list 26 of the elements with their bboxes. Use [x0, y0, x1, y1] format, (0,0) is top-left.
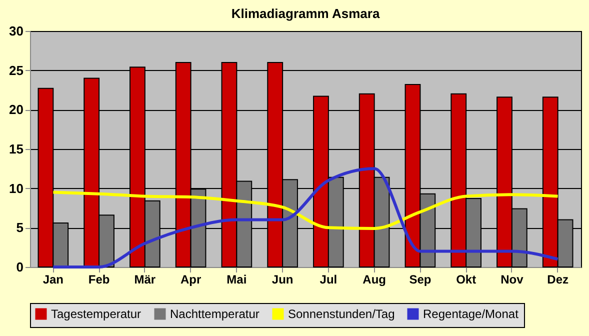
- y-tick-label: 25: [9, 62, 24, 78]
- legend-label: Sonnenstunden/Tag: [288, 307, 395, 321]
- line-series: [52, 167, 560, 268]
- y-tick-label: 10: [9, 180, 24, 196]
- y-tick-label: 30: [9, 24, 24, 38]
- chart-title: Klimadiagramm Asmara: [231, 6, 380, 21]
- x-tick-label: Feb: [88, 272, 110, 286]
- y-tick-label: 0: [16, 260, 24, 274]
- x-tick-label: Sep: [409, 272, 432, 286]
- line-series: [52, 190, 560, 230]
- x-tick-label: Dez: [547, 272, 569, 286]
- x-tick-label: Jul: [320, 272, 338, 286]
- x-tick-label: Mai: [226, 272, 247, 286]
- x-tick-label: Apr: [180, 272, 202, 286]
- y-tick-label: 15: [9, 142, 24, 156]
- y-tick-label: 20: [9, 102, 24, 118]
- legend-label: Regentage/Monat: [423, 307, 520, 321]
- x-tick-label: Nov: [500, 272, 524, 286]
- x-tick-label: Mär: [134, 272, 156, 286]
- x-tick-label: Aug: [362, 272, 386, 286]
- x-tick-label: Jan: [42, 272, 64, 286]
- x-tick-label: Okt: [456, 272, 476, 286]
- legend-label: Tagestemperatur: [51, 307, 142, 321]
- x-tick-label: Jun: [272, 272, 294, 286]
- legend-label: Nachttemperatur: [170, 307, 260, 321]
- y-tick-label: 5: [16, 220, 24, 236]
